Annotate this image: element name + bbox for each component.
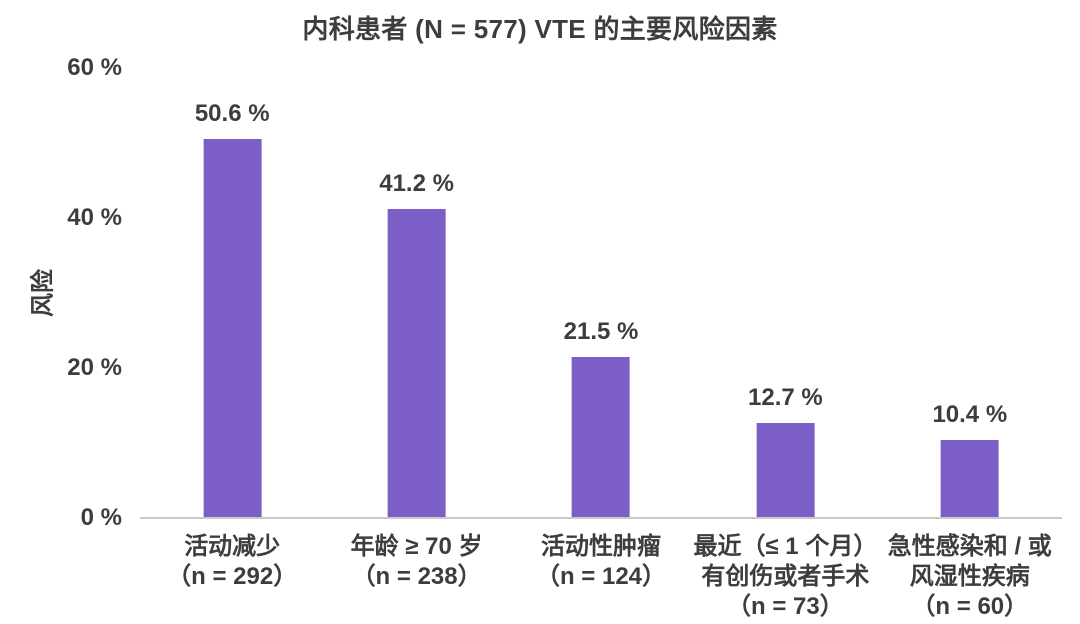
bar-value-label: 50.6 %: [194, 99, 270, 127]
category-label-line: （n = 292）: [167, 563, 298, 590]
category-label-line: （n = 60）: [911, 593, 1029, 620]
bar-value-label: 21.5 %: [563, 317, 639, 345]
bar-column: 12.7 %: [748, 384, 823, 518]
category-label-line: 活动减少: [184, 533, 281, 560]
bar-column: 10.4 %: [932, 401, 1007, 518]
category-label-line: 急性感染和 / 或: [887, 533, 1052, 560]
bar: [572, 356, 630, 518]
bar-column: 41.2 %: [379, 170, 454, 518]
category-label-line: 年龄 ≥ 70 岁: [350, 533, 483, 560]
category-label-line: 风湿性疾病: [909, 563, 1030, 590]
category-label-line: 最近（≤ 1 个月）: [693, 533, 878, 560]
bar: [756, 422, 815, 518]
category-label: 年龄 ≥ 70 岁 （n = 238）: [351, 532, 483, 592]
category-label-line: 有创伤或者手术: [701, 563, 870, 590]
x-axis-line: [140, 517, 1062, 519]
y-tick-label: 20 %: [67, 354, 122, 381]
bar-column: 50.6 %: [194, 99, 270, 518]
category-label: 最近（≤ 1 个月） 有创伤或者手术 （n = 73）: [693, 532, 877, 622]
bar: [387, 209, 446, 518]
bar: [203, 138, 262, 518]
chart-title: 内科患者 (N = 577) VTE 的主要风险因素: [302, 14, 778, 44]
y-tick-label: 60 %: [67, 54, 122, 81]
x-axis-labels: 活动减少 （n = 292） 年龄 ≥ 70 岁 （n = 238） 活动性肿瘤 （n =…: [140, 532, 1062, 624]
bar-value-label: 41.2 %: [379, 170, 454, 197]
category-label: 活动性肿瘤 （n = 124）: [536, 532, 666, 592]
y-axis-title: 风险: [29, 269, 57, 317]
category-label: 活动减少 （n = 292）: [167, 532, 297, 592]
bar-value-label: 12.7 %: [748, 383, 823, 411]
plot-area: 50.6 % 41.2 % 21.5 % 12.7 % 10.4 %: [140, 68, 1062, 518]
bar-value-label: 10.4 %: [932, 401, 1008, 428]
y-tick-label: 40 %: [67, 204, 122, 231]
category-label: 急性感染和 / 或风湿性疾病 （n = 60）: [888, 532, 1052, 622]
bar: [940, 440, 999, 518]
category-label-line: （n = 124）: [535, 563, 667, 590]
category-label-line: （n = 238）: [351, 563, 482, 590]
bar-column: 21.5 %: [563, 317, 639, 518]
category-label-line: （n = 73）: [727, 593, 844, 620]
y-tick-label: 0 %: [80, 504, 122, 531]
category-label-line: 活动性肿瘤: [541, 533, 661, 560]
